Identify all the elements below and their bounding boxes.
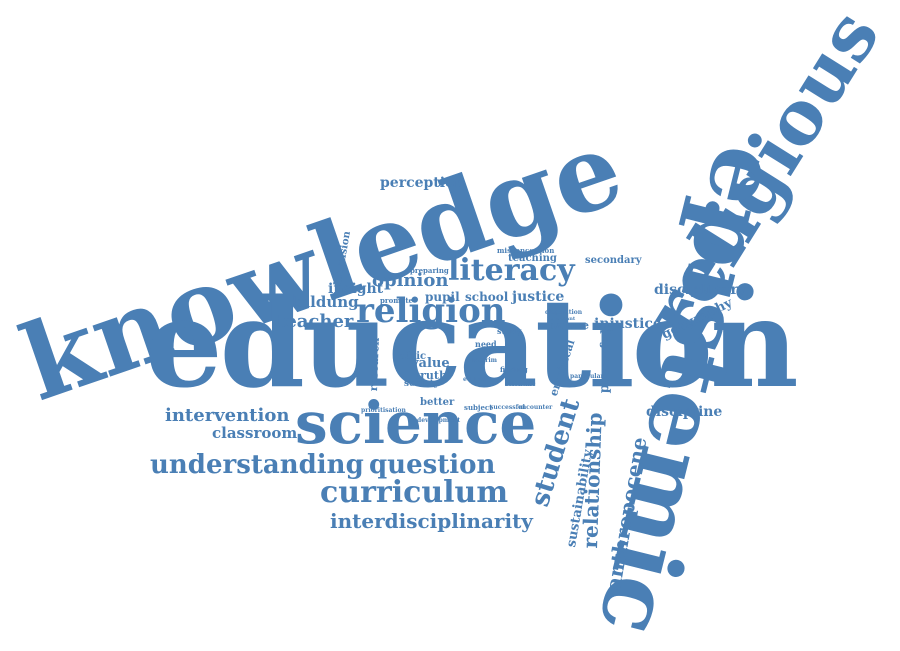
word-interim: interim [472,357,498,364]
word-question: question [369,450,496,480]
word-disposition: disposition [545,309,583,316]
word-classroom: classroom [212,424,298,442]
word-interdisciplinarity: interdisciplinarity [330,509,533,533]
word-opinion: opinion [372,270,449,291]
word-understanding: understanding [150,450,364,480]
word-religion: religion [356,291,506,331]
word-bildung: bildung [294,293,359,311]
word-study: study [497,326,522,336]
word-need: need [475,339,497,349]
word-injustice: injustice [594,316,662,332]
word-school: school [465,290,509,304]
word-ethic: ethic [398,351,427,362]
word-important: important [547,316,576,322]
word-justice: justice [512,289,565,305]
word-science: science [295,389,537,457]
word-scientific: scientific [505,381,536,388]
word-preparing: preparing [410,266,449,275]
word-perception: perception [380,175,465,191]
word-value: value [411,356,450,371]
word-development: development [417,417,461,424]
word-nature: nature [548,319,589,332]
word-finding: finding [500,365,528,374]
word-misconception: misconception [497,246,555,255]
word-discipline: discipline [646,404,723,420]
word-teaching: teaching [508,253,557,264]
word-literacy: literacy [448,253,575,288]
word-research: research [367,337,382,392]
word-society: society [404,379,440,389]
word-disciplinary: disciplinary [654,282,747,298]
word-education: education [145,271,799,415]
word-prioritisation: prioritisation [361,407,406,414]
word-encounter: encounter [518,404,553,411]
word-better: better [420,397,455,408]
word-truth: truth [415,369,447,382]
word-pupil: pupil [425,290,460,304]
word-intervention: intervention [165,405,290,426]
word-teacher: teacher [277,311,354,332]
word-powerful: powerful [597,328,615,394]
word-curriculum: curriculum [320,475,509,510]
word-insight: insight [328,281,384,297]
word-ethical: ethical [463,376,487,383]
word-promote: promote [380,296,414,305]
word-successful: successful [490,404,525,411]
word-particular: particular [570,373,604,380]
word-subject: subject [464,403,493,412]
word-secondary: secondary [585,255,642,266]
